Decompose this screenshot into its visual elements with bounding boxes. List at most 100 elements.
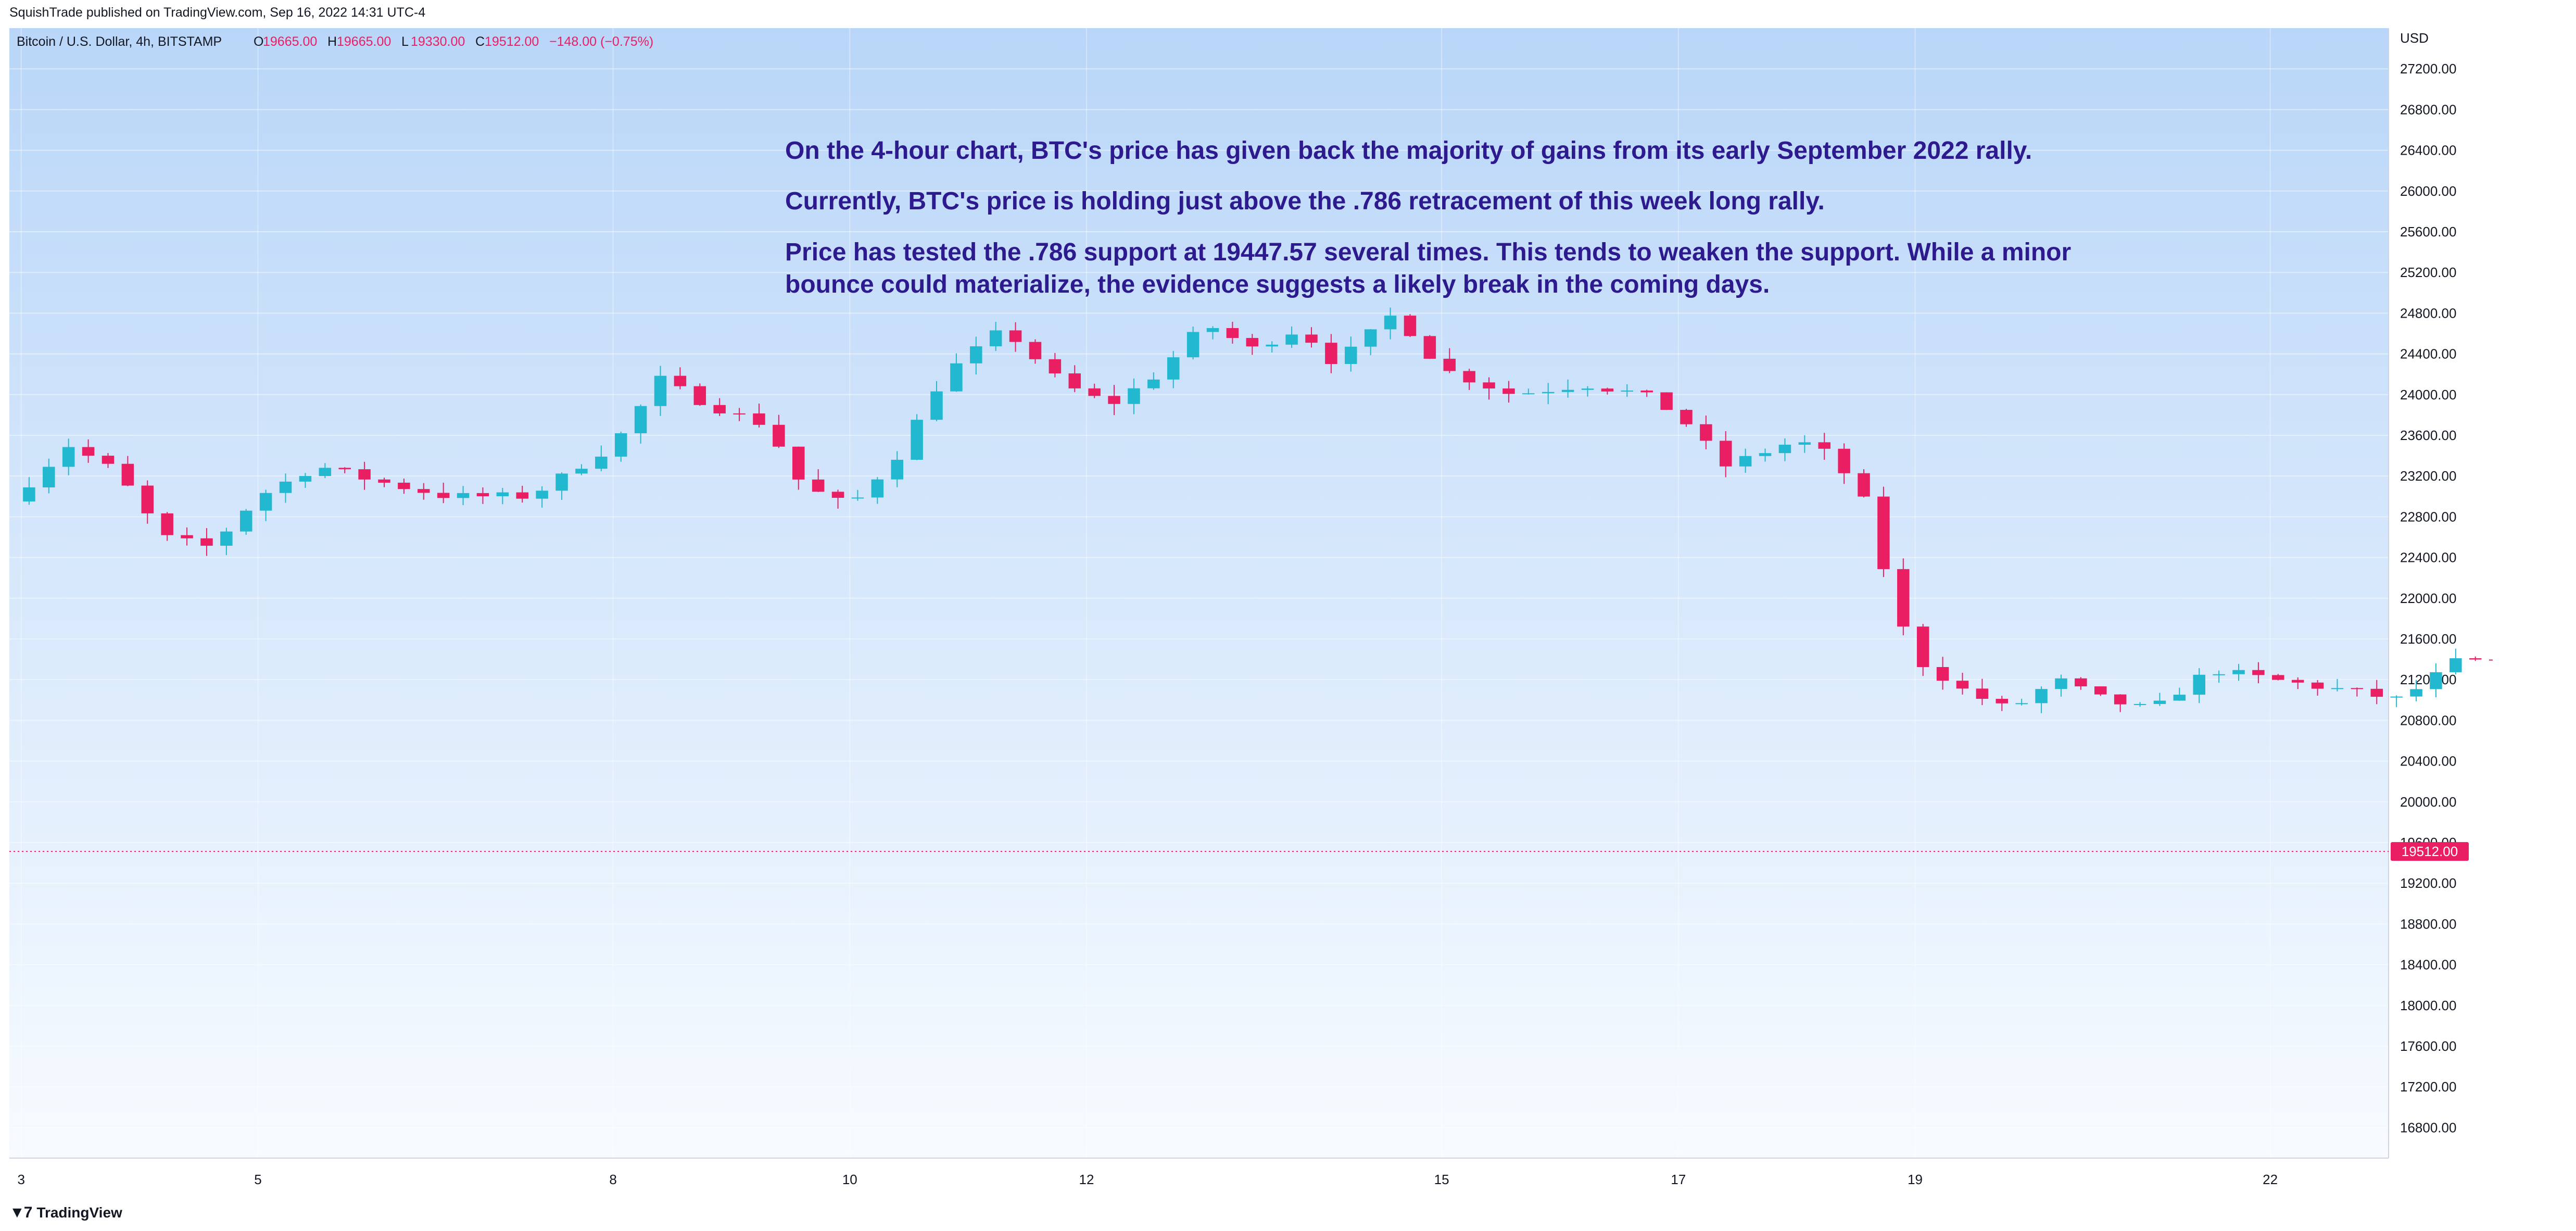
- candle-body: [1167, 357, 1180, 380]
- candle-body: [1423, 336, 1436, 359]
- x-tick-label: 19: [1908, 1172, 1923, 1187]
- candle-body: [595, 456, 608, 469]
- annotation-text-line: Price has tested the .786 support at 194…: [785, 238, 2071, 266]
- candle-body: [2114, 694, 2127, 705]
- x-tick-label: 8: [609, 1172, 616, 1187]
- y-tick-label: 23200.00: [2400, 468, 2456, 484]
- candle-body: [1798, 442, 1811, 445]
- candle-body: [2015, 703, 2028, 705]
- candle-body: [1897, 569, 1910, 627]
- y-tick-label: 26800.00: [2400, 102, 2456, 117]
- y-tick-label: 24000.00: [2400, 387, 2456, 403]
- candle-body: [1285, 334, 1298, 345]
- candle-body: [1916, 626, 1929, 668]
- candle-body: [1266, 344, 1278, 347]
- candle-body: [62, 447, 75, 467]
- candle-body: [2489, 659, 2493, 661]
- candle-body: [2173, 695, 2186, 701]
- candle-body: [437, 493, 450, 498]
- candle-body: [812, 479, 825, 492]
- y-tick-label: 18400.00: [2400, 957, 2456, 973]
- candle-body: [496, 492, 509, 496]
- candle-body: [1502, 388, 1515, 394]
- candle-body: [930, 391, 943, 420]
- candle-body: [693, 386, 706, 405]
- y-tick-label: 27200.00: [2400, 61, 2456, 77]
- candle-body: [2055, 678, 2067, 689]
- y-tick-label: 17200.00: [2400, 1079, 2456, 1095]
- candle-body: [733, 413, 746, 414]
- candle-body: [2272, 675, 2284, 680]
- candle-body: [2213, 674, 2225, 675]
- candle-body: [1818, 442, 1830, 449]
- annotation-text-line: bounce could materialize, the evidence s…: [785, 271, 1770, 298]
- symbol-label: Bitcoin / U.S. Dollar, 4h, BITSTAMP: [17, 34, 222, 49]
- candle-body: [1463, 371, 1475, 383]
- candle-body: [1088, 388, 1101, 396]
- ohlc-key-c: C: [475, 34, 485, 49]
- candle-body: [1996, 699, 2009, 704]
- x-tick-label: 22: [2263, 1172, 2278, 1187]
- candle-body: [82, 447, 95, 456]
- candle-body: [555, 473, 568, 491]
- y-tick-label: 25200.00: [2400, 265, 2456, 280]
- candle-body: [989, 330, 1002, 347]
- candle-body: [1956, 681, 1969, 689]
- y-tick-label: 24800.00: [2400, 305, 2456, 321]
- x-tick-label: 17: [1671, 1172, 1686, 1187]
- x-tick-label: 15: [1434, 1172, 1449, 1187]
- ohlc-key-l: L: [401, 34, 409, 49]
- candle-body: [1700, 424, 1712, 441]
- candle-body: [1049, 359, 1062, 374]
- candle-body: [161, 513, 173, 535]
- candle-body: [891, 459, 903, 480]
- candle-body: [2430, 672, 2442, 689]
- candle-body: [1206, 328, 1219, 332]
- candle-body: [1858, 473, 1870, 497]
- candle-body: [674, 375, 687, 386]
- candle-body: [2390, 696, 2403, 698]
- candle-body: [773, 424, 785, 447]
- y-tick-label: 16800.00: [2400, 1120, 2456, 1135]
- footer-brand[interactable]: ▼7 TradingView: [9, 1204, 122, 1222]
- annotation-text-line: On the 4-hour chart, BTC's price has giv…: [785, 137, 2032, 165]
- chart-frame[interactable]: 27200.00 26800.00 26400.00 26000.00 25600.00…: [9, 28, 2493, 1195]
- y-tick-label: 22400.00: [2400, 550, 2456, 566]
- candlestick-chart[interactable]: 27200.00 26800.00 26400.00 26000.00 25600.00…: [9, 28, 2493, 1195]
- candle-body: [792, 446, 805, 480]
- candle-body: [1640, 390, 1653, 393]
- ohlc-value-l: 19330.00: [411, 34, 465, 49]
- candle-body: [1384, 316, 1397, 330]
- candle-body: [1345, 346, 1357, 365]
- y-tick-label: 19200.00: [2400, 875, 2456, 891]
- candle-body: [1443, 358, 1456, 371]
- candle-body: [970, 346, 982, 363]
- candle-body: [2469, 658, 2482, 660]
- candle-body: [1246, 338, 1259, 347]
- y-tick-label: 25600.00: [2400, 224, 2456, 240]
- candle-body: [200, 538, 213, 546]
- candle-body: [259, 493, 272, 511]
- ohlc-key-o: O: [254, 34, 263, 49]
- candle-body: [1108, 396, 1120, 404]
- y-tick-label: 24400.00: [2400, 346, 2456, 362]
- candle-body: [43, 467, 55, 488]
- candle-body: [1838, 448, 1850, 473]
- x-tick-label: 5: [254, 1172, 261, 1187]
- candle-body: [358, 469, 371, 480]
- candle-body: [1542, 392, 1555, 394]
- candle-body: [1759, 453, 1772, 456]
- candle-body: [2094, 686, 2107, 695]
- y-tick-label: 26000.00: [2400, 183, 2456, 199]
- candle-body: [516, 492, 528, 499]
- candle-body: [2133, 704, 2146, 705]
- candle-body: [398, 482, 410, 489]
- candle-body: [871, 479, 884, 498]
- candle-body: [1029, 342, 1042, 359]
- candle-body: [2193, 674, 2205, 695]
- plot-background: [9, 28, 2389, 1158]
- candle-body: [1325, 343, 1337, 365]
- candle-body: [418, 489, 430, 493]
- candle-body: [1186, 332, 1199, 358]
- candle-body: [911, 420, 923, 460]
